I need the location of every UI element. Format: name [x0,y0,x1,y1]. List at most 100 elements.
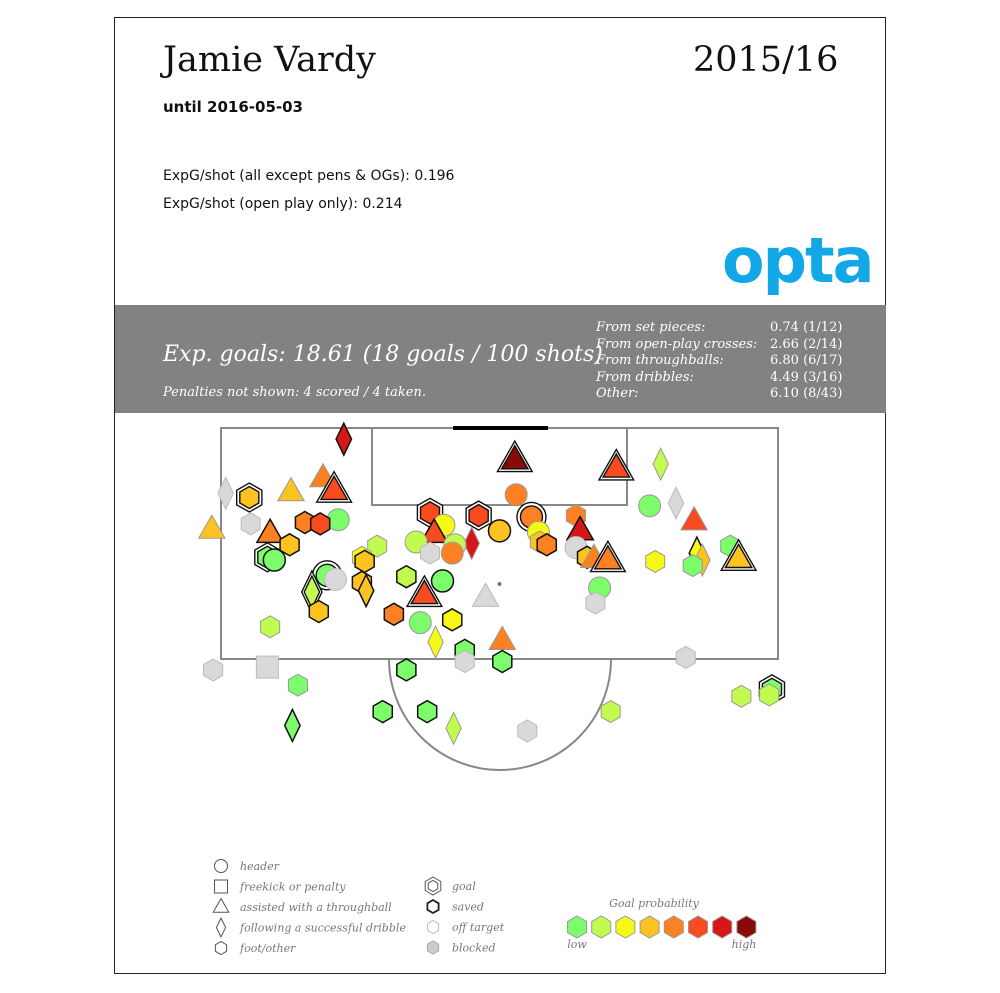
shot-marker [276,476,306,502]
probability-scale-swatch [639,915,660,939]
probability-scale-swatch [663,915,684,939]
shot-marker [260,615,281,639]
summary-band [115,305,886,413]
legend-shape-label: freekick or penalty [239,881,346,894]
shot-marker [308,599,330,624]
shot-marker [759,683,780,707]
breakdown-value: 6.80 (6/17) [770,353,843,368]
shot-marker [675,645,696,669]
legend-triangle-icon [212,897,230,913]
shot-marker [419,517,449,544]
legend-outcome-label: saved [452,901,484,914]
legend-blocked-icon [426,940,440,955]
season-label: 2015/16 [693,40,839,80]
breakdown-value: 0.74 (1/12) [770,320,843,335]
breakdown-label: From throughballs: [596,353,724,368]
shot-marker [597,448,635,481]
legend-saved-icon [426,898,440,915]
probability-scale-swatch [712,915,733,939]
shot-marker [420,541,440,565]
shot-marker [638,494,662,518]
expg-per-shot-all: ExpG/shot (all except pens & OGs): 0.196 [163,168,455,184]
shot-marker [396,564,417,589]
shot-marker [645,549,666,573]
shot-marker [731,684,752,708]
shot-marker [354,549,375,574]
shot-marker [323,568,347,592]
shot-marker [492,649,513,674]
expg-per-shot-open-play: ExpG/shot (open play only): 0.214 [163,196,403,212]
shot-marker [287,673,308,697]
expected-goals-summary: Exp. goals: 18.61 (18 goals / 100 shots) [163,342,603,367]
legend-hexagon-icon [214,940,228,956]
shot-marker [589,539,627,573]
shot-marker [217,476,234,511]
shot-marker [504,483,528,507]
shot-marker [667,485,685,521]
shot-marker [445,711,462,746]
player-name: Jamie Vardy [163,40,376,80]
legend-outcome-label: blocked [452,942,496,955]
shot-marker [487,519,512,543]
breakdown-value: 6.10 (8/43) [770,386,843,401]
legend-outcome-label: goal [452,880,476,893]
shot-marker [315,470,353,503]
penalty-spot [497,582,502,586]
shot-marker [309,512,331,536]
shot-marker [279,532,300,557]
shot-marker [357,572,375,609]
breakdown-label: From set pieces: [596,320,706,335]
legend-goal-icon [427,879,439,893]
shot-marker [465,500,492,531]
shot-marker [326,508,350,532]
probability-scale-swatch [736,915,757,939]
shot-marker [488,625,517,650]
shot-markers [197,421,786,746]
shot-marker [203,658,224,682]
shot-marker [197,514,226,539]
legend-outcome-label: off target [452,921,505,934]
shot-marker [427,624,444,660]
shot-marker [454,649,475,674]
shot-marker [496,439,534,473]
shot-marker [440,541,464,565]
penalty-arc [388,658,612,771]
date-cutoff: until 2016-05-03 [163,98,303,116]
shot-marker [463,526,480,561]
legend-circle-icon [214,859,228,873]
shot-marker [335,421,353,457]
shot-marker [396,658,417,682]
shot-marker [283,707,301,744]
six-yard-box [371,427,628,506]
legend-diamond-icon [215,916,227,939]
breakdown-label: From dribbles: [596,369,694,385]
probability-scale-high: high [732,938,757,951]
probability-scale-swatch [688,915,708,939]
shot-marker [367,534,388,558]
legend-shape-label: foot/other [239,942,296,955]
shot-marker [471,582,500,607]
breakdown-label: Other: [596,386,639,401]
breakdown-label: From open-play crosses: [596,336,758,352]
chart-frame [114,17,886,974]
shot-marker [430,569,455,593]
legend-square-icon [214,879,228,894]
shot-marker [416,699,438,724]
shot-marker [383,602,405,627]
probability-scale-low: low [567,938,587,951]
shot-marker [441,607,463,632]
shot-marker [652,447,669,482]
shot-marker [262,548,287,572]
shot-marker [536,532,558,557]
legend-shape-label: assisted with a throughball [240,901,392,914]
goal-probability-title: Goal probability [609,897,700,910]
legend-shape-label: header [240,860,280,873]
probability-scale-swatch [615,915,636,939]
shot-marker [680,505,709,531]
legend: header freekick or penalty assisted with a… [212,859,757,956]
shot-marker [585,591,606,615]
legend-shape-label: following a successful dribble [239,922,406,935]
shot-marker [719,538,758,571]
shot-marker [517,719,538,743]
shot-marker [408,611,432,635]
